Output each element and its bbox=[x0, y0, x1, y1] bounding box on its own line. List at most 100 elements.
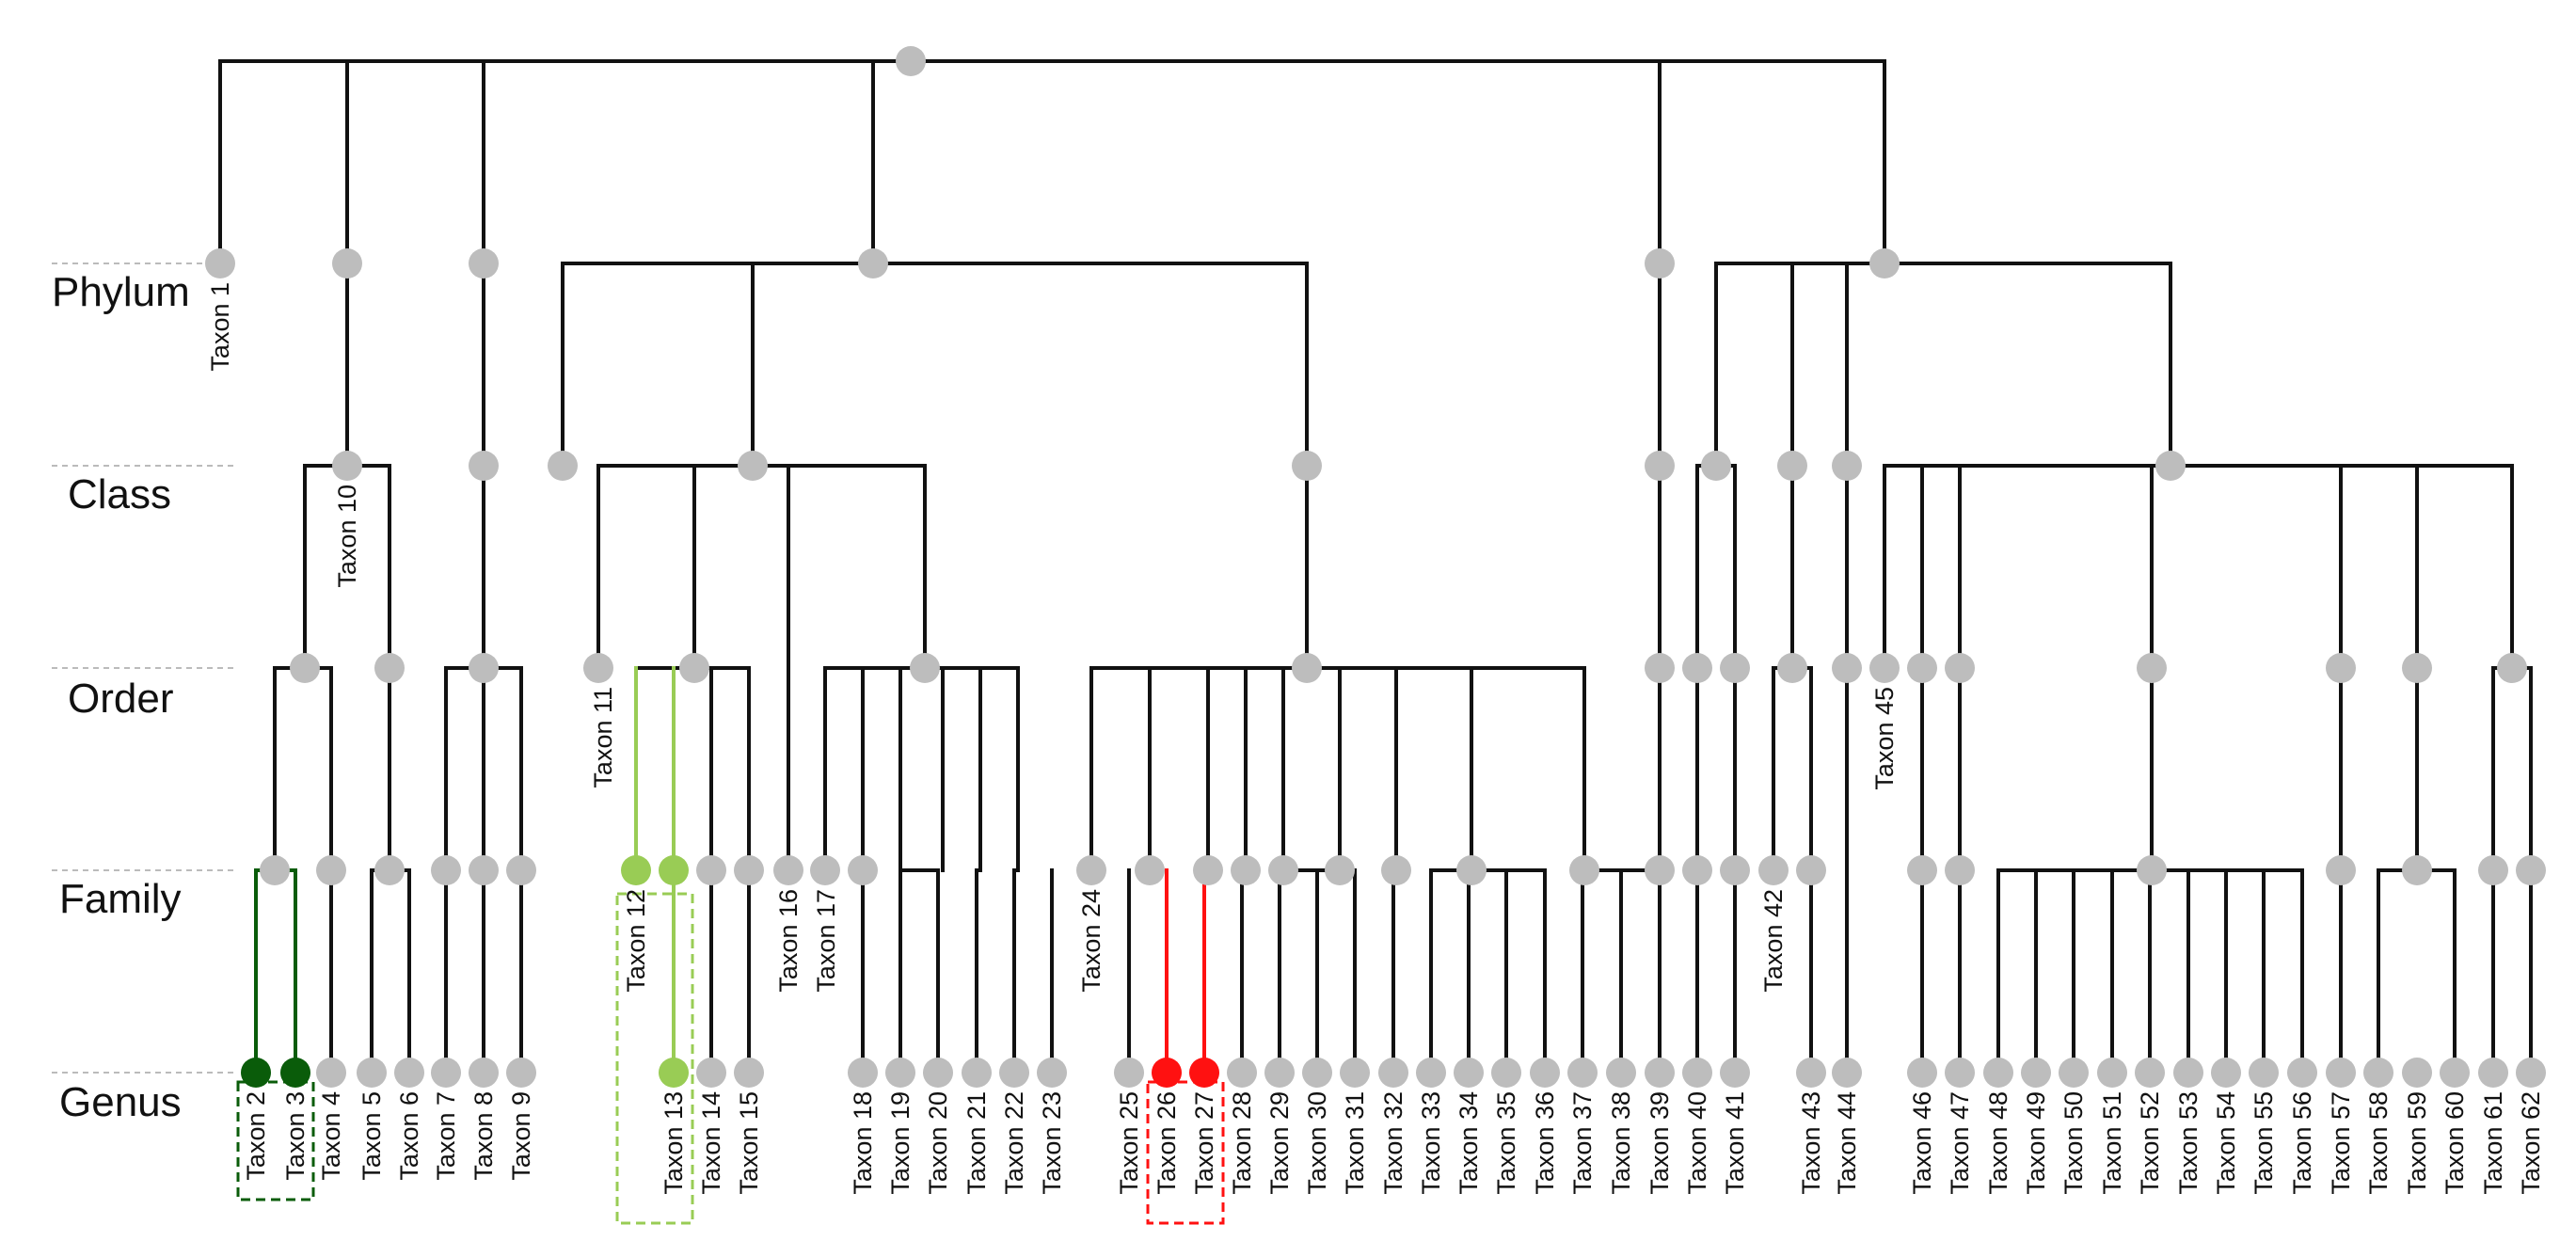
tree-node bbox=[1456, 855, 1487, 885]
tree-node bbox=[1645, 855, 1675, 885]
tree-node bbox=[394, 1058, 424, 1088]
taxon-label: Taxon 36 bbox=[1531, 1091, 1559, 1195]
tree-node bbox=[2440, 1058, 2470, 1088]
taxon-label: Taxon 3 bbox=[281, 1091, 310, 1181]
taxon-label: Taxon 31 bbox=[1341, 1091, 1369, 1195]
tree-node bbox=[506, 1058, 536, 1088]
tree-node bbox=[1292, 653, 1322, 683]
tree-node bbox=[2363, 1058, 2393, 1088]
tree-node bbox=[2287, 1058, 2317, 1088]
rank-label-genus: Genus bbox=[59, 1079, 182, 1125]
taxon-label: Taxon 34 bbox=[1455, 1091, 1483, 1195]
tree-node bbox=[1645, 653, 1675, 683]
tree-node bbox=[1381, 855, 1411, 885]
tree-node bbox=[773, 855, 803, 885]
highlight-box-red bbox=[1146, 1080, 1225, 1225]
taxon-label: Taxon 55 bbox=[2250, 1091, 2278, 1195]
tree-node bbox=[583, 653, 613, 683]
taxon-label: Taxon 45 bbox=[1870, 687, 1899, 790]
tree-node bbox=[2402, 653, 2432, 683]
tree-node bbox=[431, 1058, 461, 1088]
tree-node bbox=[2135, 1058, 2165, 1088]
tree-node bbox=[848, 1058, 878, 1088]
tree-node bbox=[1645, 1058, 1675, 1088]
tree-node bbox=[2021, 1058, 2051, 1088]
tree-node bbox=[1152, 1058, 1182, 1088]
taxon-label: Taxon 26 bbox=[1153, 1091, 1181, 1195]
taxon-label: Taxon 44 bbox=[1833, 1091, 1861, 1195]
tree-node bbox=[896, 46, 926, 76]
tree-node bbox=[962, 1058, 992, 1088]
tree-node bbox=[1268, 855, 1298, 885]
tree-node bbox=[738, 451, 768, 481]
rank-label-phylum: Phylum bbox=[52, 269, 190, 315]
tree-node bbox=[1302, 1058, 1332, 1088]
tree-node bbox=[469, 1058, 499, 1088]
tree-node bbox=[810, 855, 840, 885]
tree-node bbox=[858, 248, 888, 278]
rank-label-family: Family bbox=[59, 876, 182, 922]
tree-node bbox=[696, 855, 726, 885]
taxon-label: Taxon 15 bbox=[735, 1091, 763, 1195]
tree-node bbox=[1491, 1058, 1521, 1088]
tree-node bbox=[1777, 451, 1807, 481]
taxon-label: Taxon 46 bbox=[1908, 1091, 1936, 1195]
tree-node bbox=[910, 653, 940, 683]
tree-node bbox=[1264, 1058, 1295, 1088]
tree-node bbox=[1193, 855, 1223, 885]
taxon-label: Taxon 12 bbox=[622, 889, 650, 993]
tree-node bbox=[1645, 451, 1675, 481]
tree-node bbox=[1945, 653, 1975, 683]
taxon-label: Taxon 58 bbox=[2364, 1091, 2393, 1195]
taxon-label: Taxon 41 bbox=[1721, 1091, 1749, 1195]
taxon-label: Taxon 10 bbox=[333, 485, 361, 588]
tree-node bbox=[469, 653, 499, 683]
taxon-label: Taxon 53 bbox=[2174, 1091, 2202, 1195]
taxon-label: Taxon 54 bbox=[2212, 1091, 2240, 1195]
tree-node bbox=[923, 1058, 953, 1088]
tree-node bbox=[1701, 451, 1731, 481]
tree-node bbox=[1378, 1058, 1408, 1088]
tree-node bbox=[2326, 1058, 2356, 1088]
tree-node bbox=[2497, 653, 2527, 683]
taxon-label: Taxon 20 bbox=[924, 1091, 952, 1195]
taxon-label: Taxon 35 bbox=[1492, 1091, 1520, 1195]
tree-node bbox=[316, 855, 346, 885]
rank-label-order: Order bbox=[68, 676, 173, 722]
highlight-box-dark-green bbox=[236, 1080, 315, 1201]
taxon-label: Taxon 60 bbox=[2441, 1091, 2469, 1195]
tree-node bbox=[659, 855, 689, 885]
taxon-label: Taxon 43 bbox=[1797, 1091, 1825, 1195]
tree-node bbox=[1037, 1058, 1067, 1088]
tree-node bbox=[679, 653, 709, 683]
tree-node bbox=[1114, 1058, 1144, 1088]
taxon-label: Taxon 59 bbox=[2403, 1091, 2431, 1195]
tree-node bbox=[548, 451, 578, 481]
tree-node bbox=[1869, 653, 1900, 683]
tree-node bbox=[1189, 1058, 1219, 1088]
taxon-label: Taxon 19 bbox=[886, 1091, 914, 1195]
taxon-label: Taxon 33 bbox=[1417, 1091, 1445, 1195]
tree-node bbox=[1227, 1058, 1257, 1088]
taxon-label: Taxon 21 bbox=[962, 1091, 991, 1195]
tree-node bbox=[885, 1058, 915, 1088]
taxon-label: Taxon 62 bbox=[2517, 1091, 2545, 1195]
tree-node bbox=[2326, 855, 2356, 885]
tree-node bbox=[1076, 855, 1106, 885]
taxon-label: Taxon 57 bbox=[2327, 1091, 2355, 1195]
tree-node bbox=[469, 855, 499, 885]
tree-node bbox=[1416, 1058, 1446, 1088]
tree-node bbox=[1777, 653, 1807, 683]
tree-node bbox=[316, 1058, 346, 1088]
tree-node bbox=[1907, 653, 1937, 683]
tree-node bbox=[241, 1058, 271, 1088]
taxon-label: Taxon 16 bbox=[774, 889, 803, 993]
tree-node bbox=[2137, 653, 2167, 683]
taxon-label: Taxon 50 bbox=[2059, 1091, 2088, 1195]
tree-node bbox=[374, 855, 405, 885]
tree-node bbox=[621, 855, 651, 885]
taxon-label: Taxon 61 bbox=[2479, 1091, 2507, 1195]
taxon-label: Taxon 48 bbox=[1984, 1091, 2012, 1195]
tree-node bbox=[2249, 1058, 2279, 1088]
